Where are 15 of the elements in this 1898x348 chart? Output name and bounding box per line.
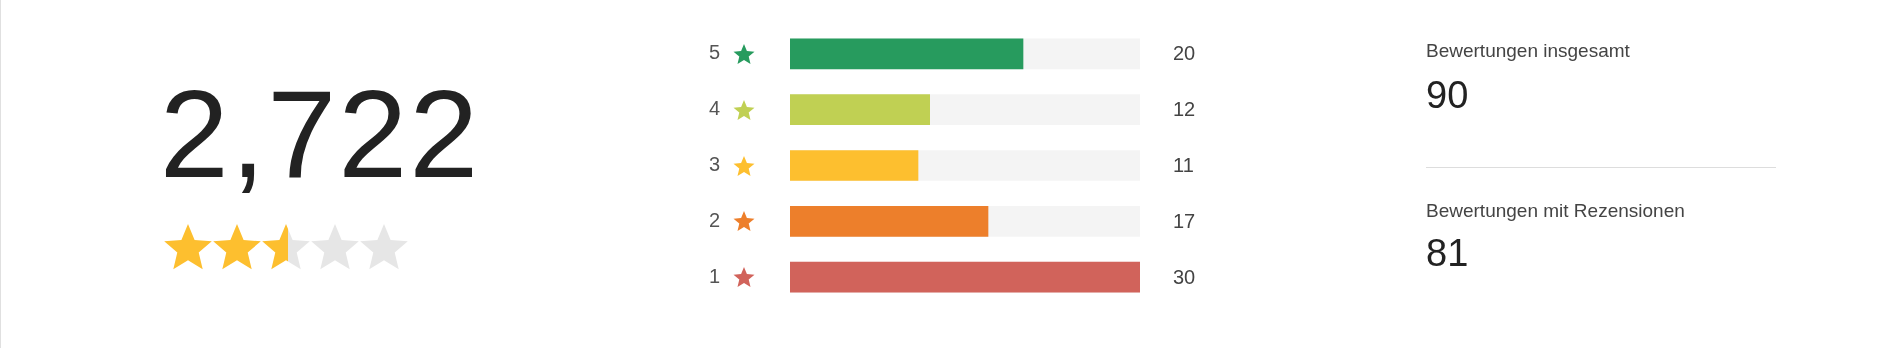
text: Bewertungen mit Rezensionen [1426, 200, 1685, 222]
data-label: 12 [1173, 98, 1196, 121]
y-tick-label: 1 [708, 264, 720, 287]
data-label: 30 [1173, 265, 1196, 288]
data-label: 17 [1173, 209, 1196, 232]
data-label: 11 [1173, 154, 1194, 177]
y-tick-label: 5 [708, 41, 720, 64]
text: Bewertungen insgesamt [1426, 40, 1630, 62]
text: 2,722 [158, 65, 482, 203]
y-tick-label: 4 [708, 97, 720, 120]
y-tick-label: 3 [708, 153, 720, 176]
y-tick-label: 2 [708, 208, 720, 231]
text: 81 [1426, 232, 1469, 275]
data-label: 20 [1173, 42, 1196, 65]
text: 90 [1426, 74, 1469, 117]
